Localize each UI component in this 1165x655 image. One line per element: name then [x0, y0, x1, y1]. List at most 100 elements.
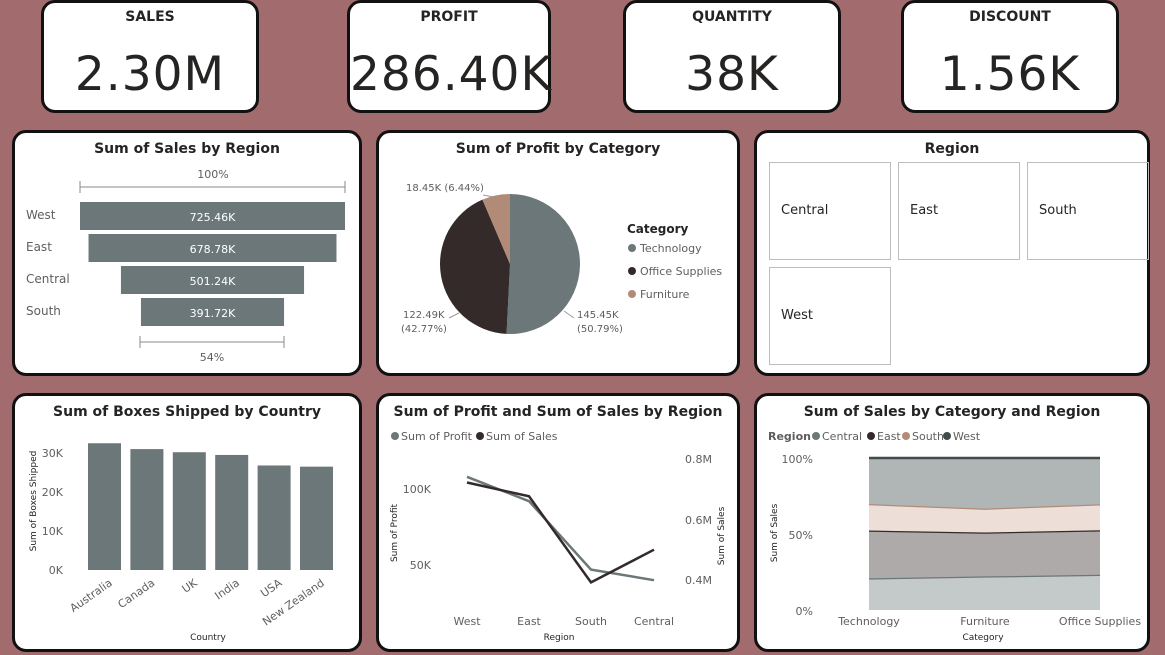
legend-dot-central — [812, 432, 820, 440]
bar-new-zealand[interactable] — [300, 466, 333, 570]
y-tick-right: 0.6M — [685, 514, 712, 527]
x-tick: South — [575, 615, 607, 628]
profit-sales-by-region-chart[interactable]: Sum of Profit and Sum of Sales by Region… — [376, 393, 740, 652]
y-tick: 0% — [796, 605, 813, 618]
chart-title: Sum of Profit by Category — [455, 141, 661, 157]
funnel-bar-central[interactable] — [120, 266, 305, 294]
slicer-item-west[interactable]: West — [769, 267, 891, 365]
slicer-item-east[interactable]: East — [898, 162, 1020, 260]
legend-dot-sales — [476, 432, 484, 440]
funnel-top-percent: 100% — [197, 168, 228, 181]
pie-leader-furniture — [482, 194, 495, 198]
funnel-bar-west[interactable] — [80, 202, 345, 230]
funnel-value-label: 678.78K — [190, 243, 236, 256]
x-tick: Central — [634, 615, 674, 628]
kpi-label: SALES — [125, 9, 175, 25]
legend-label-central[interactable]: Central — [822, 430, 862, 443]
slicer-item-south[interactable]: South — [1027, 162, 1149, 260]
kpi-label: DISCOUNT — [969, 9, 1051, 25]
slicer-item-label: Central — [781, 203, 829, 218]
legend-label-sales[interactable]: Sum of Sales — [486, 430, 558, 443]
legend-dot-profit — [391, 432, 399, 440]
legend-label-office-supplies[interactable]: Office Supplies — [640, 265, 722, 278]
funnel-category-label: East — [26, 240, 52, 254]
legend-label-furniture[interactable]: Furniture — [640, 288, 690, 301]
bar-uk[interactable] — [172, 452, 206, 570]
boxes-by-country-chart[interactable]: Sum of Boxes Shipped by Country Sum of B… — [12, 393, 362, 652]
x-axis-title: Country — [190, 633, 226, 643]
kpi-label: PROFIT — [420, 9, 478, 25]
funnel-value-label: 725.46K — [190, 211, 236, 224]
chart-title: Sum of Sales by Region — [94, 141, 280, 157]
area-line-central — [868, 573, 1101, 580]
bar-canada[interactable] — [130, 449, 164, 570]
y-axis-title-right: Sum of Sales — [717, 506, 727, 565]
kpi-value: 286.40K — [350, 47, 553, 102]
kpi-label: QUANTITY — [692, 9, 772, 25]
x-tick: Office Supplies — [1059, 615, 1141, 628]
pie-slice-office-supplies[interactable] — [440, 199, 510, 334]
pie-legend-title: Category — [627, 222, 689, 236]
legend-label-west[interactable]: West — [953, 430, 981, 443]
funnel-bar-south[interactable] — [140, 298, 285, 326]
x-tick: East — [517, 615, 541, 628]
area-central[interactable] — [869, 574, 1100, 610]
x-axis-title: Category — [962, 633, 1004, 643]
y-tick: 100% — [782, 453, 813, 466]
y-tick-left: 100K — [403, 483, 432, 496]
chart-title: Sum of Profit and Sum of Sales by Region — [393, 404, 723, 420]
x-tick: USA — [258, 576, 284, 600]
x-tick: Australia — [67, 576, 114, 615]
legend-dot-west — [943, 432, 951, 440]
bar-australia[interactable] — [88, 443, 121, 570]
pie-slice-technology[interactable] — [506, 194, 580, 334]
legend-label-east[interactable]: East — [877, 430, 901, 443]
pie-leader-office — [448, 312, 460, 319]
x-axis-title: Region — [544, 633, 575, 643]
y-tick: 20K — [42, 486, 64, 499]
legend-dot-technology — [628, 244, 636, 252]
x-tick: Furniture — [960, 615, 1010, 628]
slicer-item-central[interactable]: Central — [769, 162, 891, 260]
pie-slice-furniture[interactable] — [482, 194, 510, 264]
legend-dot-office-supplies — [628, 267, 636, 275]
chart-title: Sum of Boxes Shipped by Country — [53, 404, 321, 420]
region-slicer[interactable]: Region Central East South West — [754, 130, 1150, 376]
profit-by-category-pie[interactable]: Sum of Profit by Category 18.45K (6.44%)… — [376, 130, 740, 376]
pie-label-technology-percent: (50.79%) — [577, 324, 623, 335]
funnel-category-label: Central — [26, 272, 70, 286]
x-tick: Canada — [115, 576, 157, 611]
slicer-item-label: East — [910, 203, 939, 218]
bar-usa[interactable] — [257, 465, 291, 570]
line-sales[interactable] — [466, 481, 655, 585]
pie-leader-technology — [563, 310, 575, 319]
area-west[interactable] — [869, 458, 1100, 509]
slicer-title: Region — [924, 141, 980, 157]
kpi-card-quantity[interactable]: QUANTITY 38K — [623, 0, 841, 113]
kpi-card-sales[interactable]: SALES 2.30M — [41, 0, 259, 113]
kpi-value: 38K — [685, 47, 779, 102]
x-tick: UK — [180, 576, 201, 596]
x-tick: India — [212, 576, 242, 602]
pie-label-technology-value: 145.45K — [577, 310, 619, 321]
area-east[interactable] — [869, 530, 1100, 579]
legend-label-south[interactable]: South — [912, 430, 944, 443]
x-tick: West — [453, 615, 481, 628]
pie-label-office-percent: (42.77%) — [401, 324, 447, 335]
funnel-value-label: 391.72K — [190, 307, 236, 320]
bar-india[interactable] — [215, 454, 249, 570]
legend-dot-south — [902, 432, 910, 440]
legend-dot-east — [867, 432, 875, 440]
kpi-card-discount[interactable]: DISCOUNT 1.56K — [901, 0, 1119, 113]
area-south[interactable] — [869, 504, 1100, 533]
sales-by-category-region-chart[interactable]: Sum of Sales by Category and Region Regi… — [754, 393, 1150, 652]
legend-title: Region — [768, 430, 811, 443]
sales-by-region-funnel[interactable]: Sum of Sales by Region 100% 725.46K West 6… — [12, 130, 362, 376]
funnel-bar-east[interactable] — [88, 234, 337, 262]
kpi-card-profit[interactable]: PROFIT 286.40K — [347, 0, 551, 113]
y-axis-title-left: Sum of Profit — [390, 504, 400, 563]
legend-label-profit[interactable]: Sum of Profit — [401, 430, 473, 443]
legend-label-technology[interactable]: Technology — [639, 242, 702, 255]
funnel-value-label: 501.24K — [190, 275, 236, 288]
y-tick: 30K — [42, 447, 64, 460]
